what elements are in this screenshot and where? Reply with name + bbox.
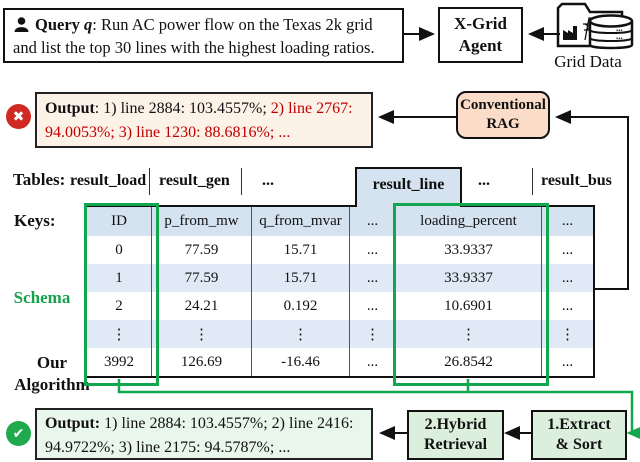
table-row-ellipsis: ⋮ ⋮ ⋮ ⋮ ⋮ ⋮ <box>87 320 593 348</box>
hybrid-line2: Retrieval <box>423 436 488 453</box>
table-cell: ⋮ <box>87 320 152 348</box>
table-cell: ⋮ <box>252 320 350 348</box>
our-algorithm-line2: Algorithm <box>14 375 90 395</box>
our-algorithm-label: Our Algorithm <box>0 352 104 396</box>
tables-separator <box>241 168 242 195</box>
tables-separator <box>149 168 150 195</box>
table-cell: ... <box>350 292 396 320</box>
query-text: : Run AC power flow on the Texas 2k grid… <box>13 15 375 57</box>
database-icon: ... ... <box>588 14 634 50</box>
svg-text:...: ... <box>616 23 623 33</box>
loading-percent-column-highlight <box>393 203 549 386</box>
table-cell: ... <box>350 348 396 376</box>
ours-output-box: Output: 1) line 2884: 103.4557%; 2) line… <box>35 408 373 460</box>
tables-ellipsis: ... <box>478 172 490 189</box>
table-name-result-gen: result_gen <box>159 172 230 189</box>
table-name-result-load: result_load <box>70 172 147 189</box>
header-cell: ID <box>87 207 152 236</box>
table-cell: ... <box>350 236 396 264</box>
svg-text:...: ... <box>616 31 623 41</box>
rag-output-black: : 1) line 2884: 103.4557%; <box>94 100 271 117</box>
table-cell: 2 <box>87 292 152 320</box>
extract-line1: 1.Extract <box>547 416 611 433</box>
table-row: 3992 126.69 -16.46 ... 26.8542 ... <box>87 348 593 376</box>
table-cell: 26.8542 <box>396 348 542 376</box>
our-algorithm-line1: Our <box>36 353 68 372</box>
schema-label: Schema <box>13 288 71 307</box>
success-check-icon: ✔ <box>6 421 31 446</box>
table-cell: 15.71 <box>252 264 350 292</box>
table-row: 2 24.21 0.192 ... 10.6901 ... <box>87 292 593 320</box>
grid-data-label: Grid Data <box>554 52 622 71</box>
table-cell: 1 <box>87 264 152 292</box>
table-cell: ... <box>350 264 396 292</box>
table-cell: ... <box>561 353 574 370</box>
table-cell: ⋮ <box>350 320 396 348</box>
table-cell: ... <box>561 241 574 258</box>
table-cell: 33.9337 <box>396 264 542 292</box>
header-cell: ... <box>561 213 574 229</box>
table-header-row: ID p_from_mw q_from_mvar ... loading_per… <box>87 207 593 236</box>
hybrid-retrieval-box: 2.Hybrid Retrieval <box>407 410 504 460</box>
user-icon <box>14 17 29 32</box>
table-cell: ... <box>561 297 574 314</box>
tables-label: Tables: <box>13 170 66 189</box>
table-cell: 77.59 <box>152 264 252 292</box>
schema-table: ID p_from_mw q_from_mvar ... loading_per… <box>85 205 595 378</box>
extract-line2: & Sort <box>555 436 603 453</box>
table-row: 1 77.59 15.71 ... 33.9337 ... <box>87 264 593 292</box>
rag-output-prefix: Output <box>45 100 95 117</box>
table-cell: ⋮ <box>152 320 252 348</box>
ours-output-prefix: Output: <box>45 415 101 432</box>
header-cell: loading_percent <box>396 207 542 236</box>
table-cell: ⋮ <box>396 320 542 348</box>
rag-line2: RAG <box>486 116 520 132</box>
table-cell: ... <box>561 269 574 286</box>
tables-ellipsis: ... <box>262 172 274 189</box>
tab-result-line: result_line <box>355 167 462 207</box>
query-box: Query q: Run AC power flow on the Texas … <box>3 8 404 63</box>
header-cell: ... <box>350 207 396 236</box>
hybrid-line1: 2.Hybrid <box>424 416 487 433</box>
xgrid-agent-box: X-Grid Agent <box>438 7 523 63</box>
table-cell: 0.192 <box>252 292 350 320</box>
agent-line2: Agent <box>458 36 503 55</box>
table-cell: 33.9337 <box>396 236 542 264</box>
keys-label: Keys: <box>14 211 56 230</box>
table-cell: 126.69 <box>152 348 252 376</box>
table-cell: 15.71 <box>252 236 350 264</box>
table-cell: 10.6901 <box>396 292 542 320</box>
rag-output-box: Output: 1) line 2884: 103.4557%; 2) line… <box>35 92 373 148</box>
query-label: Query <box>35 15 85 34</box>
table-cell: 24.21 <box>152 292 252 320</box>
error-cross-icon: ✖ <box>6 104 31 129</box>
table-cell: 77.59 <box>152 236 252 264</box>
tables-separator <box>532 168 533 195</box>
query-symbol: q <box>84 15 93 34</box>
id-column-highlight <box>84 203 159 386</box>
header-cell: q_from_mvar <box>252 207 350 236</box>
rag-output-red: 2) line 2767: 94.0053%; 3) line 1230: 88… <box>45 100 353 141</box>
extract-sort-box: 1.Extract & Sort <box>531 410 627 460</box>
table-name-result-bus: result_bus <box>541 172 612 189</box>
agent-line1: X-Grid <box>454 13 507 33</box>
table-cell: -16.46 <box>252 348 350 376</box>
table-cell: 0 <box>87 236 152 264</box>
table-cell: ⋮ <box>560 326 575 343</box>
folder-icon <box>556 2 624 48</box>
header-cell: p_from_mw <box>152 207 252 236</box>
table-row: 0 77.59 15.71 ... 33.9337 ... <box>87 236 593 264</box>
table-cell: 3992 <box>87 348 152 376</box>
rag-line1: Conventional <box>460 97 546 114</box>
conventional-rag-box: Conventional RAG <box>456 91 550 139</box>
